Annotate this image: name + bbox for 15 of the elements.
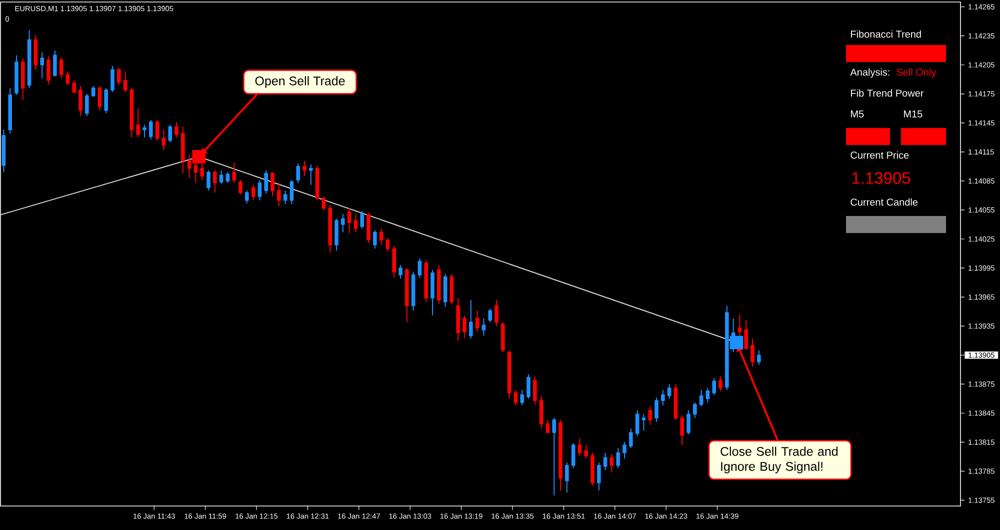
annotation: Analysis: (850, 68, 890, 78)
candlestick (40, 52, 44, 78)
annotation: Current Candle (850, 198, 918, 206)
annotation: Open Sell Trade (255, 76, 345, 88)
annotation: M15 (904, 110, 922, 118)
text: Fibonacci Trend (851, 30, 921, 38)
annotation: Sell Only (896, 68, 936, 78)
candlestick (309, 164, 313, 185)
annotation: M5 (851, 110, 864, 118)
annotation: Close Sell Trade and Ignore Buy Signal! (720, 446, 838, 474)
annotation: Fib Trend Power (851, 89, 924, 97)
candlestick (552, 418, 556, 496)
candlestick (642, 414, 646, 431)
annotation: Current Price (850, 151, 909, 159)
annotation: 1.13905 (852, 172, 910, 184)
